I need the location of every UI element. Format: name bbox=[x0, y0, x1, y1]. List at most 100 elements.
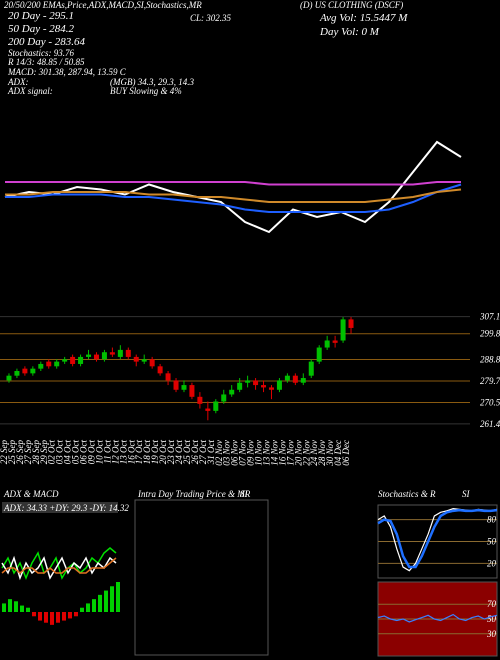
panel-title: ADX & MACD bbox=[3, 489, 59, 499]
x-tick-label: 20 Oct bbox=[158, 440, 168, 465]
x-tick-label: 25 Sep bbox=[7, 440, 17, 465]
x-tick-label: 03 Oct bbox=[55, 440, 65, 465]
line bbox=[4, 140, 462, 234]
stoch-text: Stochastics: 93.76 bbox=[8, 48, 74, 58]
y-tick-label: 20 bbox=[487, 558, 497, 568]
x-tick-label: 30 Nov bbox=[325, 440, 335, 467]
x-tick-label: 24 Oct bbox=[174, 440, 184, 465]
y-tick-label: 299.89 bbox=[480, 329, 500, 339]
intraday-box bbox=[134, 499, 269, 656]
y-tick-label: 50 bbox=[487, 537, 497, 547]
top-right: (D) US CLOTHING (DSCF) bbox=[300, 0, 403, 10]
candle-body bbox=[22, 368, 28, 374]
macd-bar bbox=[68, 612, 72, 619]
candle-body bbox=[308, 361, 314, 376]
x-tick-label: 03 Nov bbox=[222, 440, 232, 466]
x-tick-label: 16 Nov bbox=[277, 440, 287, 466]
x-tick-label: 26 Oct bbox=[190, 440, 200, 465]
candle-body bbox=[133, 356, 139, 362]
y-tick-label: 30 bbox=[486, 629, 497, 639]
line bbox=[1, 555, 117, 581]
x-tick-label: 07 Nov bbox=[238, 440, 248, 466]
y-tick-label: 50 bbox=[487, 614, 497, 624]
x-tick-label: 13 Oct bbox=[118, 440, 128, 465]
avg-vol: Avg Vol: 15.5447 M bbox=[319, 12, 408, 24]
candle-body bbox=[141, 359, 147, 362]
candle-body bbox=[261, 385, 267, 388]
y-tick-label: 288.89 bbox=[480, 355, 500, 365]
x-tick-label: 02 Oct bbox=[47, 440, 57, 465]
candle-body bbox=[292, 375, 298, 383]
y-tick-label: 279.74 bbox=[480, 376, 500, 386]
x-tick-label: 05 Oct bbox=[71, 440, 81, 465]
x-tick-label: 16 Oct bbox=[126, 440, 136, 465]
x-tick-label: 31 Oct bbox=[206, 440, 216, 466]
line bbox=[1, 557, 117, 574]
x-tick-label: 06 Dec bbox=[341, 440, 351, 466]
y-tick-label: 80 bbox=[487, 515, 497, 525]
adx-signal: ADX signal: bbox=[7, 86, 53, 96]
close: CL: 302.35 bbox=[190, 13, 232, 23]
day-vol: Day Vol: 0 M bbox=[319, 26, 380, 38]
candle-body bbox=[117, 349, 123, 357]
candle-body bbox=[316, 347, 322, 362]
candle-body bbox=[197, 396, 203, 404]
candle-body bbox=[348, 319, 354, 328]
candle-body bbox=[340, 319, 346, 341]
macd-bar bbox=[74, 612, 78, 617]
x-tick-label: 22 Sep bbox=[0, 440, 9, 465]
macd-bar bbox=[32, 612, 36, 617]
ma200: 200 Day - 283.64 bbox=[8, 36, 85, 48]
label-bg bbox=[2, 502, 118, 513]
panel-title: SI bbox=[462, 489, 471, 499]
candle-body bbox=[324, 340, 330, 348]
candle-body bbox=[149, 359, 155, 367]
macd-bar bbox=[80, 607, 84, 612]
panel-label: ADX: 34.33 +DY: 29.3 -DY: 14.32 bbox=[3, 503, 129, 513]
x-tick-label: 06 Nov bbox=[230, 440, 240, 466]
candle-body bbox=[300, 378, 306, 383]
candle-body bbox=[157, 366, 163, 374]
x-tick-label: 06 Oct bbox=[79, 440, 89, 465]
x-tick-label: 29 Sep bbox=[39, 440, 49, 465]
candle-body bbox=[93, 354, 99, 360]
macd-bar bbox=[14, 601, 18, 612]
candle-body bbox=[253, 380, 259, 386]
macd-bar bbox=[38, 612, 42, 621]
line bbox=[5, 183, 462, 213]
candle-body bbox=[237, 382, 243, 390]
candle-body bbox=[86, 354, 92, 357]
macd-bar bbox=[50, 612, 54, 625]
macd-bar bbox=[116, 582, 120, 612]
candle-body bbox=[173, 380, 179, 390]
macd-bar bbox=[104, 590, 108, 612]
macd-bar bbox=[62, 612, 66, 621]
macd-bar bbox=[86, 603, 90, 612]
x-tick-label: 22 Nov bbox=[301, 440, 311, 466]
candle-body bbox=[221, 394, 227, 402]
x-tick-label: 24 Nov bbox=[309, 440, 319, 466]
x-tick-label: 26 Sep bbox=[15, 440, 25, 465]
candle-body bbox=[205, 408, 211, 411]
x-tick-label: 04 Oct bbox=[63, 440, 73, 465]
candle-body bbox=[268, 387, 274, 390]
candle-body bbox=[14, 371, 20, 376]
x-tick-label: 17 Oct bbox=[134, 440, 144, 465]
macd-bar bbox=[92, 599, 96, 612]
candle-body bbox=[78, 356, 84, 364]
x-tick-label: 27 Oct bbox=[198, 440, 208, 465]
line bbox=[377, 613, 498, 623]
candle-body bbox=[229, 389, 235, 395]
intraday-si: SI bbox=[240, 489, 249, 499]
y-tick-label: 307.19 bbox=[479, 312, 500, 322]
x-tick-label: 04 Dec bbox=[333, 440, 343, 466]
y-tick-label: 70 bbox=[487, 599, 497, 609]
x-tick-label: 28 Nov bbox=[317, 440, 327, 466]
candle-body bbox=[70, 356, 76, 364]
candle-body bbox=[54, 361, 60, 367]
x-tick-label: 18 Oct bbox=[142, 440, 152, 465]
candle-body bbox=[332, 340, 338, 343]
macd-bar bbox=[98, 594, 102, 612]
candle-body bbox=[165, 373, 171, 381]
